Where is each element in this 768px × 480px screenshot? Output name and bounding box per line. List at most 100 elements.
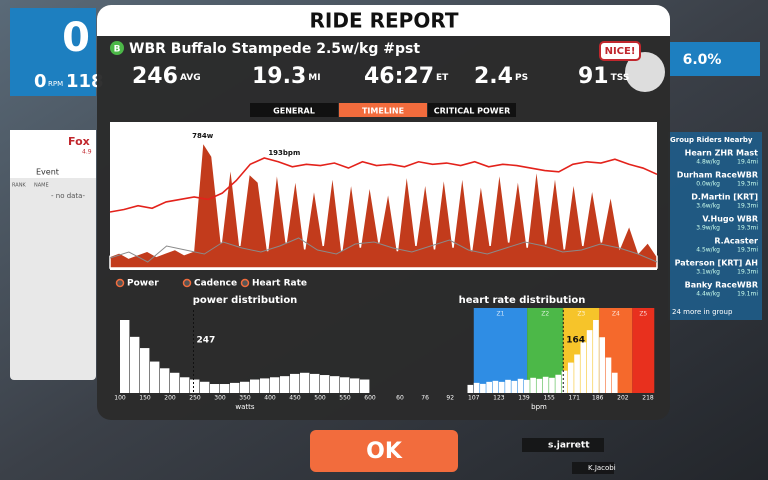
- hist-bar: [524, 379, 530, 393]
- rider-dist: 19.3mi: [737, 225, 758, 232]
- rider-name: Hearn ZHR Mast: [685, 149, 759, 158]
- hist-bar: [542, 376, 549, 393]
- modal-title: RIDE REPORT: [310, 9, 459, 33]
- stat-unit: TSS: [611, 73, 630, 83]
- zone-label: Z5: [639, 311, 647, 318]
- tab[interactable]: [339, 103, 427, 117]
- stat-value: 246: [132, 64, 178, 89]
- hist-bar: [574, 354, 580, 393]
- x-tick-label: 150: [139, 395, 151, 402]
- x-tick-label: 171: [569, 395, 581, 402]
- hist-bar: [567, 362, 574, 393]
- rider-dist: 19.1mi: [737, 291, 758, 298]
- stat: 91 TSS: [578, 64, 629, 89]
- hist-bar: [580, 342, 587, 393]
- rider-dist: 19.3mi: [737, 203, 758, 210]
- hist-bar: [586, 330, 593, 393]
- tab-label[interactable]: TIMELINE: [362, 107, 404, 116]
- x-tick-label: 92: [446, 395, 454, 402]
- stat-unit: MI: [308, 73, 320, 83]
- hist-bar: [220, 384, 230, 393]
- legend-dot: [182, 278, 192, 288]
- modal-header: [97, 5, 670, 36]
- rider: Fox: [68, 135, 90, 148]
- tab-label[interactable]: GENERAL: [273, 107, 315, 116]
- hist-bar: [467, 384, 474, 393]
- hist-bar: [290, 373, 300, 393]
- hist-bar: [140, 348, 150, 393]
- grade: 6.0%: [683, 52, 722, 68]
- zone-label: Z3: [577, 311, 585, 318]
- hist-bar: [300, 372, 310, 393]
- x-tick-label: 100: [114, 395, 126, 402]
- tab[interactable]: [250, 103, 338, 117]
- hist-bar: [480, 383, 486, 393]
- rider-wkg: 4.5w/kg: [696, 247, 720, 254]
- rider-wkg: 4.9: [82, 149, 92, 156]
- x-tick-label: 155: [543, 395, 555, 402]
- leaderboard-head: [10, 130, 96, 178]
- stat: 19.3 MI: [252, 64, 321, 89]
- x-tick-label: 76: [421, 395, 429, 402]
- hist-bar: [270, 377, 280, 393]
- hist-bar: [280, 376, 290, 393]
- nameplate: [522, 438, 604, 452]
- leaderboard: [10, 130, 96, 380]
- hist-title: power distribution: [193, 295, 298, 306]
- stat: 46:27 ET: [364, 64, 449, 89]
- no-data: - no data-: [51, 192, 85, 200]
- cadence-line: [109, 237, 658, 263]
- x-tick-label: 550: [339, 395, 351, 402]
- stat-value: 2.4: [474, 64, 513, 89]
- rider-name: D.Martin [KRT]: [691, 193, 758, 202]
- legend-dot: [240, 278, 250, 288]
- x-tick-label: 400: [264, 395, 276, 402]
- x-tick-label: 60: [396, 395, 404, 402]
- rider-wkg: 3.6w/kg: [696, 203, 720, 210]
- rider-name: R.Acaster: [714, 237, 758, 246]
- hist-bar: [200, 381, 210, 393]
- hist-bar: [599, 337, 606, 393]
- legend-label: Cadence: [194, 279, 237, 289]
- grade-box: [670, 42, 760, 76]
- hist-bar: [250, 379, 260, 393]
- avatar: [625, 52, 665, 92]
- hist-bar: [605, 357, 612, 393]
- rider-dist: 19.3mi: [737, 247, 758, 254]
- marker-label: 247: [197, 336, 216, 346]
- hist-title: heart rate distribution: [459, 295, 586, 306]
- ok-label[interactable]: OK: [366, 439, 403, 464]
- legend-label: Power: [127, 279, 159, 289]
- stat: 246 AVG: [132, 64, 201, 89]
- hist-bar: [320, 375, 330, 393]
- rider-name: Paterson [KRT] AH: [675, 259, 758, 268]
- stat: 2.4 PS: [474, 64, 528, 89]
- tab[interactable]: [428, 103, 516, 117]
- zone: [632, 308, 655, 393]
- hist-bar: [260, 378, 270, 393]
- hist-bar: [350, 378, 360, 393]
- hr-peak: 193bpm: [268, 149, 300, 157]
- hist-bar: [505, 379, 511, 393]
- rider-name: Durham RaceWBR: [677, 171, 758, 180]
- x-tick-label: 500: [314, 395, 326, 402]
- big-digit: 0: [62, 15, 90, 61]
- rider-wkg: 4.4w/kg: [696, 291, 720, 298]
- badge: NICE!: [605, 46, 636, 57]
- hist-bar: [536, 378, 543, 393]
- rider-dist: 19.3mi: [737, 181, 758, 188]
- ok-button[interactable]: [310, 430, 458, 472]
- hist-bar: [530, 377, 536, 393]
- stat-unit: AVG: [180, 73, 201, 83]
- power-peak: 784w: [192, 132, 214, 140]
- hist-bar: [360, 379, 370, 393]
- hist-bar: [492, 380, 499, 393]
- hist-bar: [170, 372, 180, 393]
- tab-label[interactable]: CRITICAL POWER: [434, 107, 511, 116]
- hist-bar: [549, 377, 555, 393]
- event-name: WBR Buffalo Stampede 2.5w/kg #pst: [129, 41, 420, 57]
- x-tick-label: 450: [289, 395, 301, 402]
- rider-wkg: 3.9w/kg: [696, 225, 720, 232]
- x-tick-label: 250: [189, 395, 201, 402]
